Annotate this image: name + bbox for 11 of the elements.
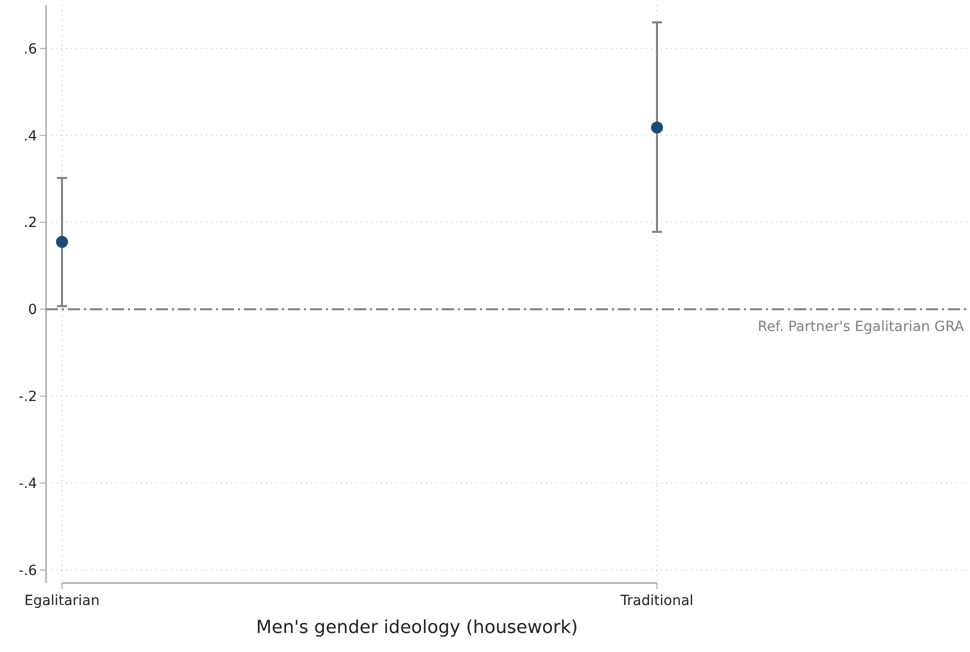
- y-tick-label: -.4: [18, 476, 38, 492]
- y-tick-label: -.2: [18, 389, 37, 406]
- x-tick-label: Egalitarian: [24, 593, 100, 609]
- ref-line-label: Ref. Partner's Egalitarian GRA: [758, 319, 964, 336]
- x-axis-title: Men's gender ideology (housework): [256, 617, 578, 638]
- x-tick-label: Traditional: [620, 593, 694, 609]
- y-tick-label: 0: [28, 302, 37, 318]
- y-tick-label: -.6: [18, 562, 38, 579]
- y-tick-label: .4: [24, 128, 38, 144]
- y-tick-label: .6: [24, 41, 38, 58]
- y-tick-label: .2: [24, 215, 37, 232]
